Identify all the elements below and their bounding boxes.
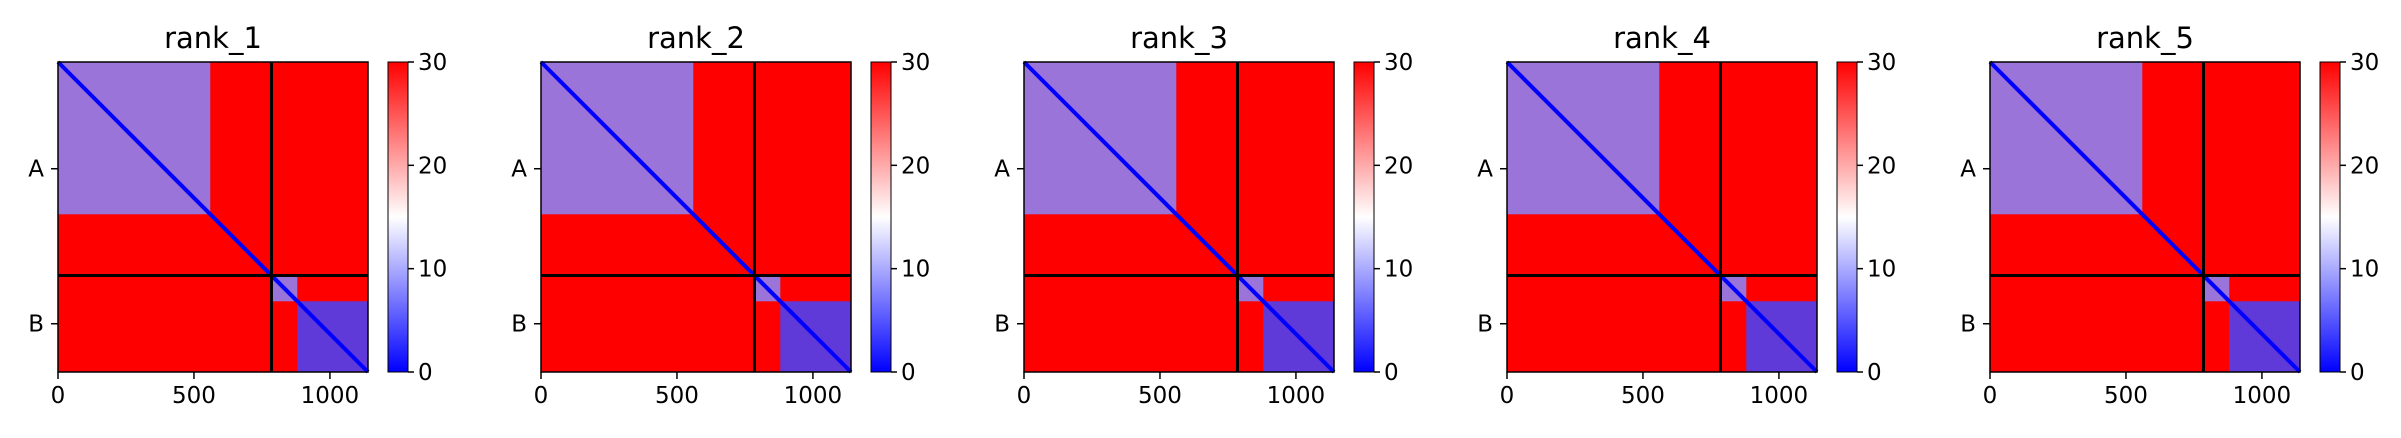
- x-tick-label: 1000: [2233, 383, 2292, 409]
- y-tick-label: B: [28, 312, 44, 338]
- plot-frame: [1989, 61, 2301, 373]
- chart-title: rank_4: [1613, 21, 1711, 55]
- colorbar-tick-label: 20: [1384, 153, 1413, 179]
- heatmap-diagonal: [539, 60, 853, 374]
- chart-title: rank_5: [2096, 21, 2194, 55]
- colorbar-tick-label: 10: [1384, 257, 1413, 283]
- colorbar-tick-label: 30: [1384, 50, 1413, 76]
- panel-rank_1: rank_1 0 500 1000 A B 0 10 20 30: [28, 21, 447, 409]
- heatmap-diagonal: [1988, 60, 2302, 374]
- panel-rank_5: rank_5 0 500 1000 A B 0 10 20 30: [1960, 21, 2379, 409]
- y-tick-label: A: [511, 157, 527, 183]
- x-tick-label: 0: [534, 383, 549, 409]
- x-tick-label: 0: [1983, 383, 1998, 409]
- x-tick-label: 500: [1621, 383, 1665, 409]
- x-tick-label: 0: [1500, 383, 1515, 409]
- colorbar-tick-label: 10: [418, 257, 447, 283]
- x-tick-label: 1000: [301, 383, 360, 409]
- colorbar-tick-label: 20: [901, 153, 930, 179]
- colorbar: [387, 61, 409, 373]
- x-tick-label: 500: [655, 383, 699, 409]
- plot-frame: [1023, 61, 1335, 373]
- heatmap-diagonal: [56, 60, 370, 374]
- chart-title: rank_1: [164, 21, 262, 55]
- y-tick-label: A: [28, 157, 44, 183]
- colorbar-tick-label: 10: [2350, 257, 2379, 283]
- y-tick-label: B: [994, 312, 1010, 338]
- chart-title: rank_3: [1130, 21, 1228, 55]
- y-tick-label: B: [511, 312, 527, 338]
- y-tick-label: A: [1477, 157, 1493, 183]
- heatmap-diagonal: [1505, 60, 1819, 374]
- colorbar-tick-label: 10: [901, 257, 930, 283]
- x-tick-label: 500: [172, 383, 216, 409]
- colorbar-tick-label: 30: [1867, 50, 1896, 76]
- y-tick-label: A: [994, 157, 1010, 183]
- y-tick-label: B: [1960, 312, 1976, 338]
- colorbar-tick-label: 0: [901, 360, 916, 386]
- x-tick-label: 500: [1138, 383, 1182, 409]
- colorbar-tick-label: 0: [1867, 360, 1882, 386]
- x-tick-label: 500: [2104, 383, 2148, 409]
- colorbar-tick-label: 0: [2350, 360, 2365, 386]
- y-tick-label: A: [1960, 157, 1976, 183]
- colorbar: [2319, 61, 2341, 373]
- colorbar-tick-label: 30: [2350, 50, 2379, 76]
- y-tick-label: B: [1477, 312, 1493, 338]
- colorbar-tick-label: 0: [1384, 360, 1399, 386]
- plot-frame: [540, 61, 852, 373]
- x-tick-label: 0: [51, 383, 66, 409]
- x-tick-label: 1000: [1750, 383, 1809, 409]
- colorbar-tick-label: 30: [418, 50, 447, 76]
- colorbar: [870, 61, 892, 373]
- panel-rank_3: rank_3 0 500 1000 A B 0 10 20 30: [994, 21, 1413, 409]
- colorbar: [1836, 61, 1858, 373]
- colorbar-tick-label: 0: [418, 360, 433, 386]
- colorbar: [1353, 61, 1375, 373]
- plot-frame: [57, 61, 369, 373]
- x-tick-label: 0: [1017, 383, 1032, 409]
- panel-rank_4: rank_4 0 500 1000 A B 0 10 20 30: [1477, 21, 1896, 409]
- colorbar-tick-label: 20: [2350, 153, 2379, 179]
- colorbar-tick-label: 30: [901, 50, 930, 76]
- heatmap-diagonal: [1022, 60, 1336, 374]
- chart-title: rank_2: [647, 21, 745, 55]
- colorbar-tick-label: 20: [418, 153, 447, 179]
- panel-rank_2: rank_2 0 500 1000 A B 0 10 20 30: [511, 21, 930, 409]
- x-tick-label: 1000: [1267, 383, 1326, 409]
- colorbar-tick-label: 20: [1867, 153, 1896, 179]
- x-tick-label: 1000: [784, 383, 843, 409]
- colorbar-tick-label: 10: [1867, 257, 1896, 283]
- plot-frame: [1506, 61, 1818, 373]
